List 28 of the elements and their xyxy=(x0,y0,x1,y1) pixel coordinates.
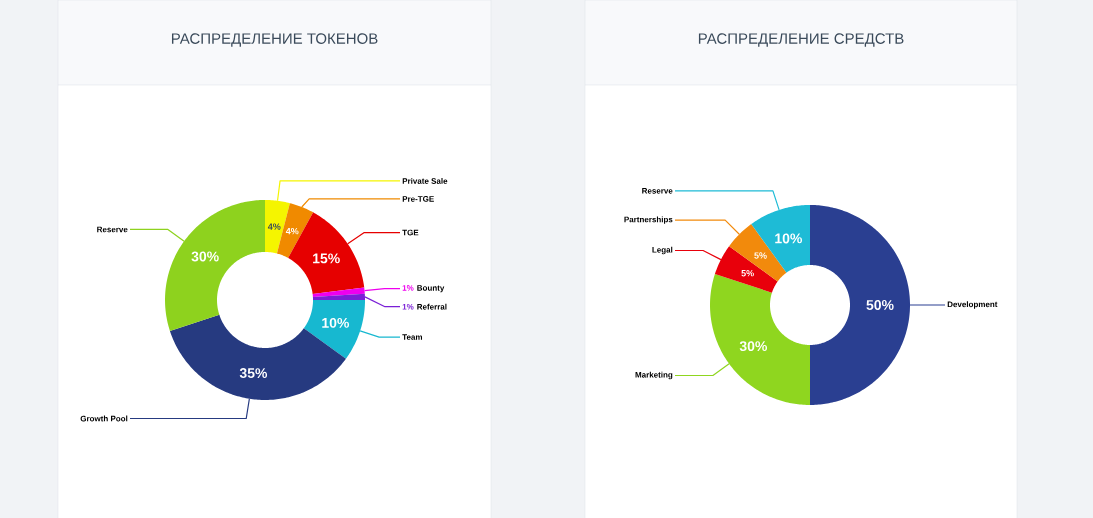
data-label: 15% xyxy=(313,253,340,264)
slice-label: Team xyxy=(402,334,423,340)
slice-label: Marketing xyxy=(635,371,673,380)
slice-label: Reserve xyxy=(642,188,673,194)
slice-label: Private Sale xyxy=(402,178,448,184)
data-label: 10% xyxy=(775,233,803,244)
data-label: 4% xyxy=(267,223,281,230)
slice-label: Legal xyxy=(652,246,673,255)
data-label: 1% xyxy=(402,303,414,310)
slice-label: Growth Pool xyxy=(80,415,128,422)
slice-label: Reserve xyxy=(97,226,128,233)
data-label: 4% xyxy=(285,228,299,235)
chart-title: РАСПРЕДЕЛЕНИЕ ТОКЕНОВ xyxy=(171,33,378,47)
slice-label: TGE xyxy=(402,229,419,236)
chart-title: РАСПРЕДЕЛЕНИЕ СРЕДСТВ xyxy=(698,33,904,47)
data-label: 50% xyxy=(866,300,894,310)
slice-label: Development xyxy=(947,301,998,309)
data-label: 5% xyxy=(741,270,754,277)
data-label: 35% xyxy=(239,368,268,379)
data-label: 1% xyxy=(402,285,414,291)
slice-label: Bounty xyxy=(417,285,445,293)
slice-label: Pre-TGE xyxy=(402,196,434,202)
data-label: 30% xyxy=(191,251,219,262)
slice-label: Partnerships xyxy=(624,216,673,224)
slice-label: Referral xyxy=(417,303,447,310)
data-label: 10% xyxy=(322,317,350,328)
data-label: 5% xyxy=(754,252,767,259)
data-label: 30% xyxy=(739,341,768,352)
